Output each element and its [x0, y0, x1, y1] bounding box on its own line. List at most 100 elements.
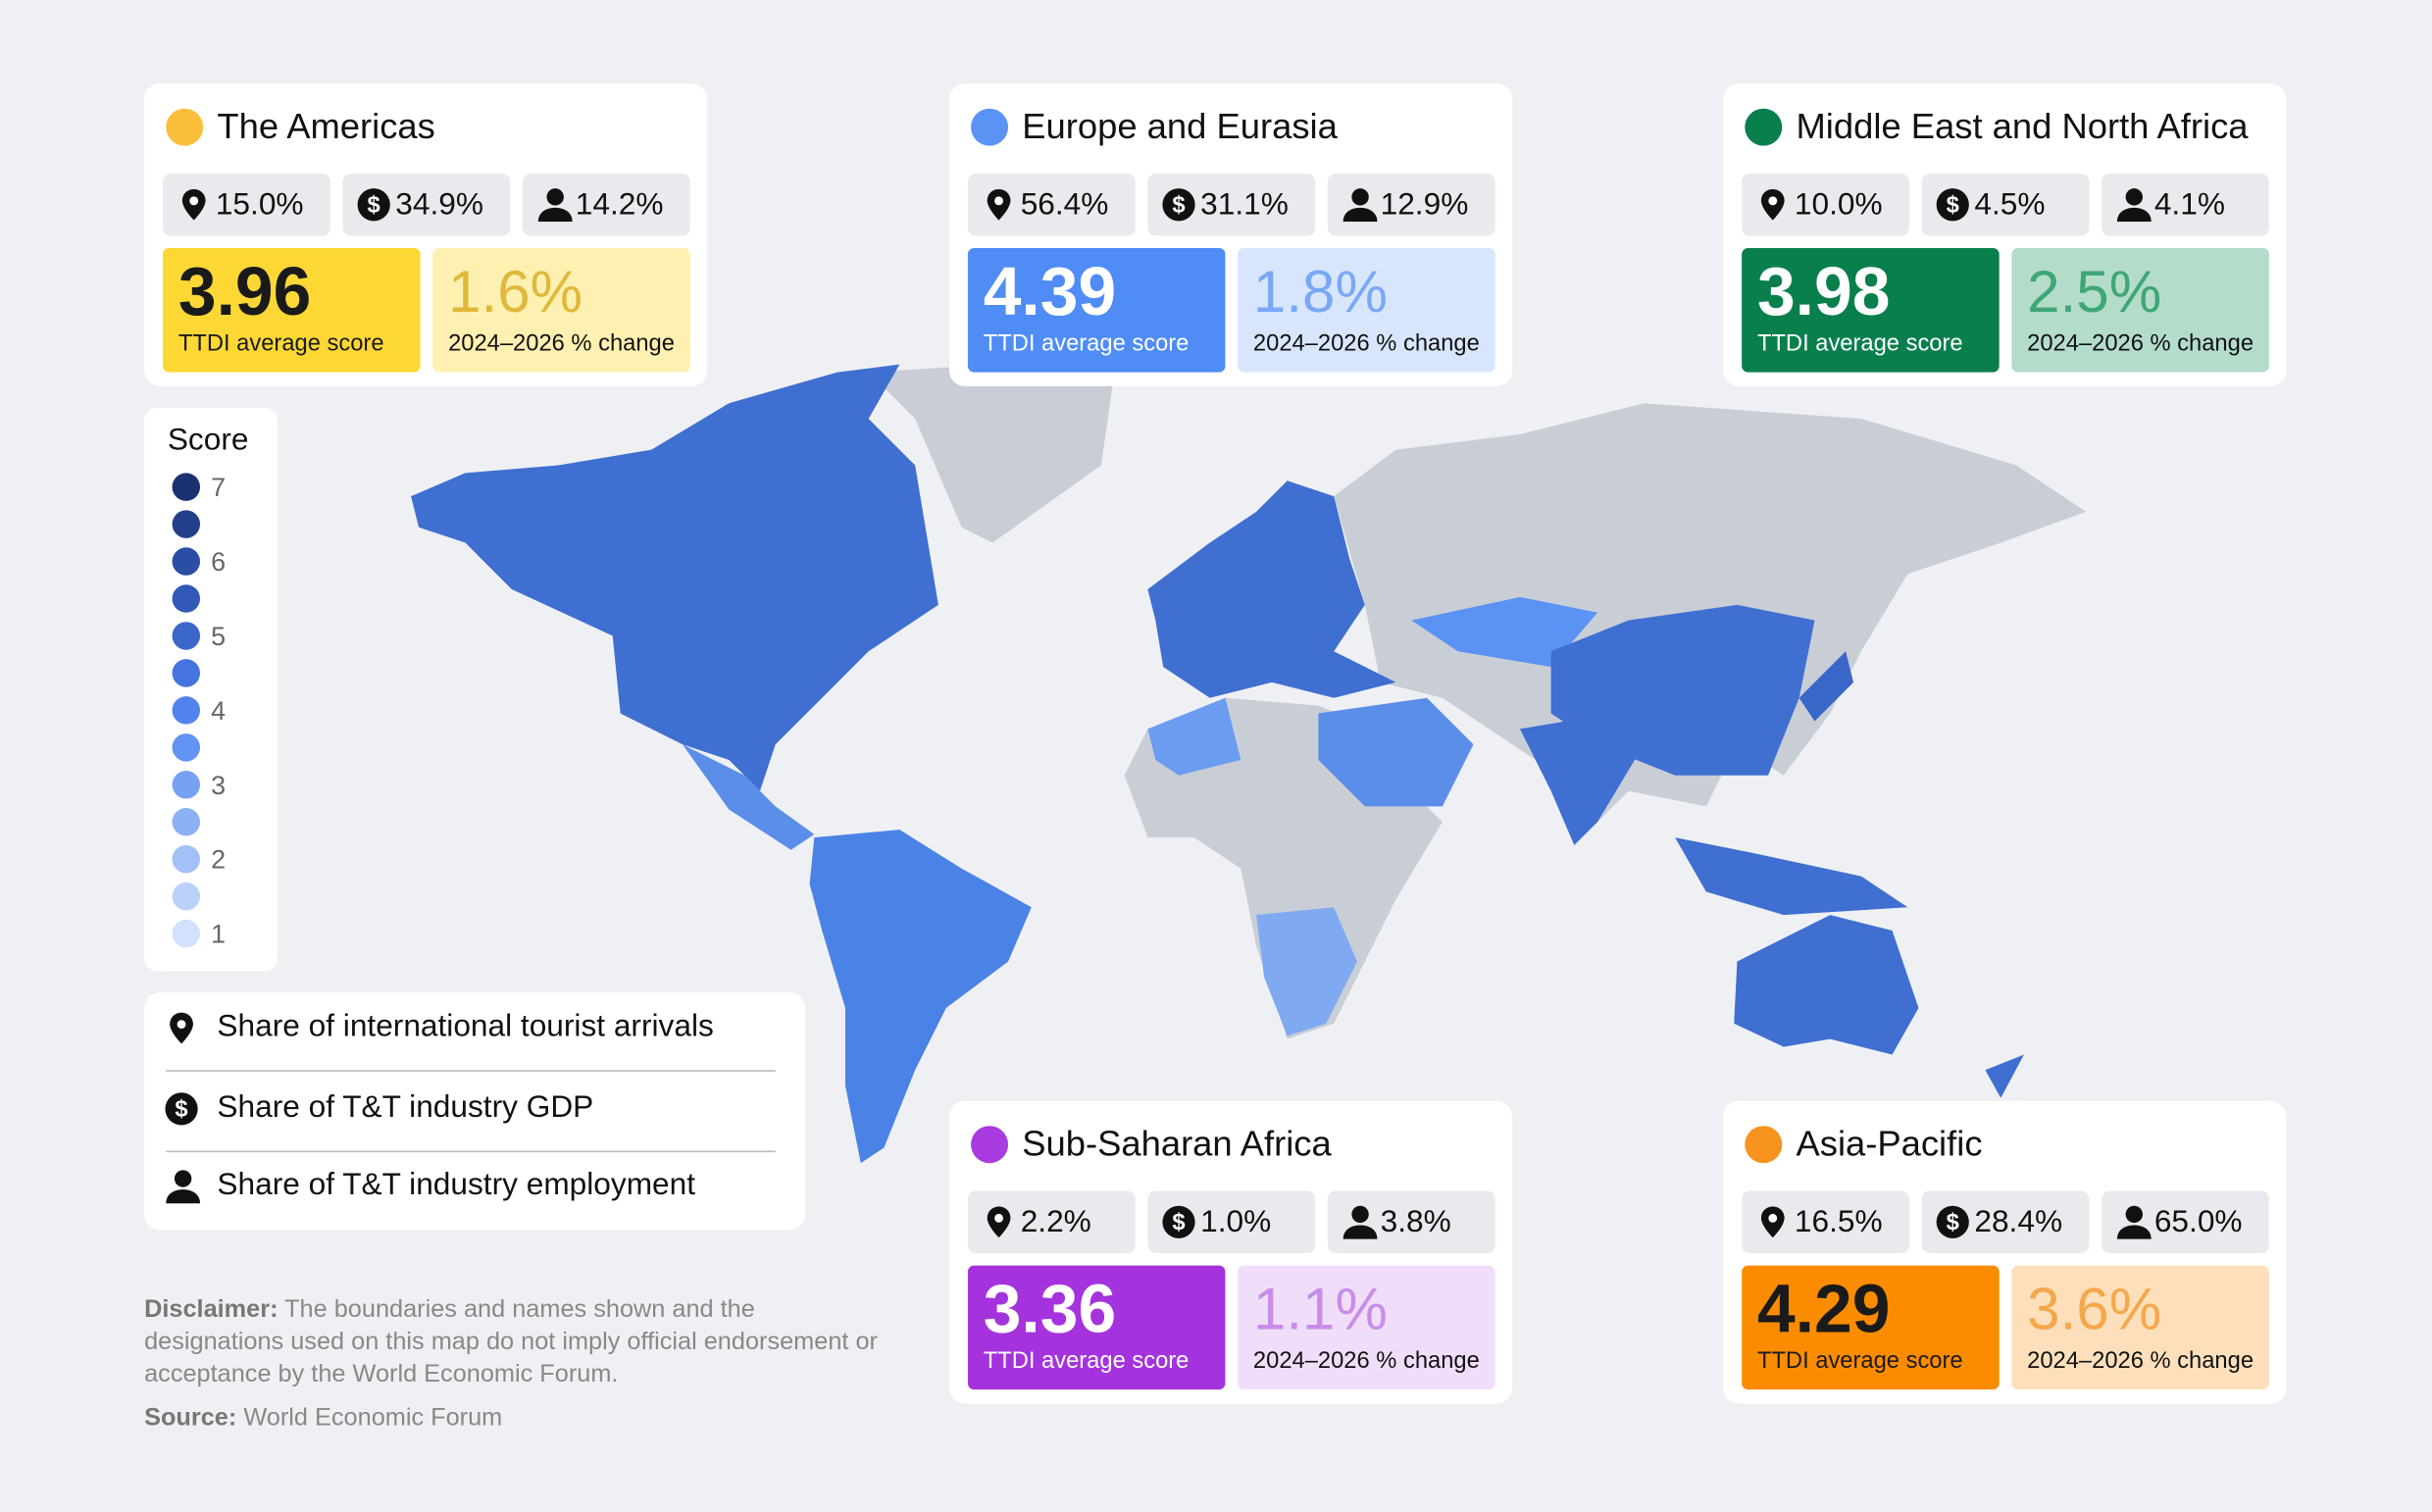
change-label: 2024–2026 % change: [2027, 1347, 2255, 1375]
region-name: The Americas: [217, 105, 435, 146]
southeast-asia: [1675, 837, 1908, 916]
region-dot: [1745, 1126, 1783, 1164]
change-label: 2024–2026 % change: [2027, 329, 2255, 357]
score-label: TTDI average score: [1756, 329, 1963, 357]
key-label: Share of international tourist arrivals: [217, 1009, 714, 1044]
key-label: Share of T&T industry GDP: [217, 1089, 594, 1125]
change-label: 2024–2026 % change: [1252, 329, 1480, 357]
score-box: 4.29 TTDI average score: [1742, 1265, 2000, 1390]
region-name: Middle East and North Africa: [1796, 105, 2249, 146]
person-icon: [2116, 188, 2152, 223]
pin-icon: [181, 188, 206, 221]
key-label: Share of T&T industry employment: [217, 1167, 696, 1202]
legend-label: 6: [211, 547, 226, 577]
stat-value: 15.0%: [215, 187, 304, 223]
legend-title: Score: [167, 423, 249, 458]
region-card: The Americas 15.0% $34.9% 14.2% 3.96 TTDI …: [144, 83, 708, 386]
legend-swatch: [172, 771, 201, 799]
legend-swatch: [172, 510, 201, 538]
svg-text:$: $: [1947, 193, 1959, 219]
change-value: 1.1%: [1252, 1278, 1388, 1343]
stat-pill: 65.0%: [2102, 1190, 2269, 1253]
legend-swatch: [172, 473, 201, 501]
legend-swatch: [172, 659, 201, 687]
score-legend: Score 7 6 5 4 3 2 1: [144, 407, 279, 972]
dollar-icon: $: [1162, 1205, 1195, 1238]
region-name: Europe and Eurasia: [1022, 105, 1338, 146]
stat-pill: 10.0%: [1742, 174, 1909, 236]
greenland: [868, 356, 1117, 543]
source: Source: World Economic Forum: [144, 1402, 502, 1435]
stat-value: 4.1%: [2153, 187, 2225, 223]
change-value: 1.6%: [448, 260, 583, 327]
person-icon: [2116, 1205, 2152, 1239]
region-name: Asia-Pacific: [1796, 1123, 1983, 1164]
legend-label: 7: [211, 473, 226, 502]
change-value: 2.5%: [2027, 260, 2162, 327]
new-zealand: [1985, 1054, 2024, 1098]
score-box: 3.98 TTDI average score: [1742, 248, 2000, 373]
dollar-icon: $: [357, 188, 390, 222]
dollar-icon: $: [1936, 188, 1969, 222]
legend-label: 3: [211, 771, 226, 800]
stat-pill: 15.0%: [163, 174, 330, 236]
pin-icon: [170, 1012, 193, 1044]
legend-swatch: [172, 844, 201, 874]
person-icon: [1343, 188, 1378, 223]
stat-pill: $34.9%: [342, 174, 511, 236]
stat-pill: 16.5%: [1742, 1190, 1909, 1253]
legend-label: 1: [211, 920, 226, 949]
south-america: [809, 830, 1032, 1164]
stat-pill: 12.9%: [1327, 174, 1495, 236]
stat-value: 10.0%: [1794, 187, 1883, 223]
north-africa: [1147, 697, 1241, 776]
legend-scale: 7 6 5 4 3 2 1: [172, 473, 226, 949]
score-value: 3.36: [983, 1271, 1117, 1348]
central-asia: [1411, 596, 1598, 668]
stat-value: 65.0%: [2153, 1204, 2243, 1239]
region-card: Sub-Saharan Africa 2.2% $1.0% 3.8% 3.36 TT…: [948, 1100, 1513, 1404]
region-card: Europe and Eurasia 56.4% $31.1% 12.9% 4.39…: [948, 83, 1513, 386]
central-america: [682, 744, 815, 850]
stat-pill: $4.5%: [1921, 174, 2090, 236]
score-box: 4.39 TTDI average score: [967, 248, 1226, 373]
stat-pill: 56.4%: [967, 174, 1136, 236]
stat-value: 2.2%: [1020, 1204, 1091, 1239]
svg-text:$: $: [1172, 1210, 1185, 1235]
region-dot: [971, 108, 1009, 146]
legend-swatch: [172, 547, 201, 576]
stat-pill: 4.1%: [2102, 174, 2269, 236]
score-value: 4.39: [983, 254, 1117, 330]
separator: [166, 1070, 776, 1072]
stat-pill: $1.0%: [1147, 1190, 1316, 1253]
person-icon: [166, 1170, 201, 1204]
legend-swatch: [172, 882, 201, 911]
legend-label: 4: [211, 696, 226, 726]
japan: [1799, 651, 1854, 722]
pin-icon: [1760, 188, 1785, 221]
legend-swatch: [172, 696, 201, 725]
score-value: 3.98: [1756, 254, 1891, 330]
dollar-icon: $: [1162, 188, 1195, 222]
source-label: Source:: [144, 1404, 237, 1432]
stat-value: 4.5%: [1974, 187, 2046, 223]
svg-text:$: $: [1172, 193, 1185, 219]
change-box: 1.8% 2024–2026 % change: [1238, 248, 1495, 373]
score-value: 4.29: [1756, 1271, 1891, 1348]
stat-value: 31.1%: [1200, 187, 1289, 223]
region-dot: [166, 108, 204, 146]
stat-value: 34.9%: [395, 187, 484, 223]
change-box: 1.1% 2024–2026 % change: [1238, 1265, 1495, 1390]
score-label: TTDI average score: [177, 329, 384, 357]
europe: [1147, 480, 1396, 698]
score-box: 3.36 TTDI average score: [967, 1265, 1226, 1390]
score-value: 3.96: [177, 254, 312, 330]
region-dot: [971, 1126, 1009, 1164]
pin-icon: [1760, 1206, 1785, 1238]
middle-east: [1318, 697, 1474, 807]
stat-value: 56.4%: [1020, 187, 1109, 223]
change-box: 3.6% 2024–2026 % change: [2011, 1265, 2269, 1390]
stat-pill: $28.4%: [1921, 1190, 2090, 1253]
key-box: Share of international tourist arrivals $…: [144, 992, 805, 1231]
